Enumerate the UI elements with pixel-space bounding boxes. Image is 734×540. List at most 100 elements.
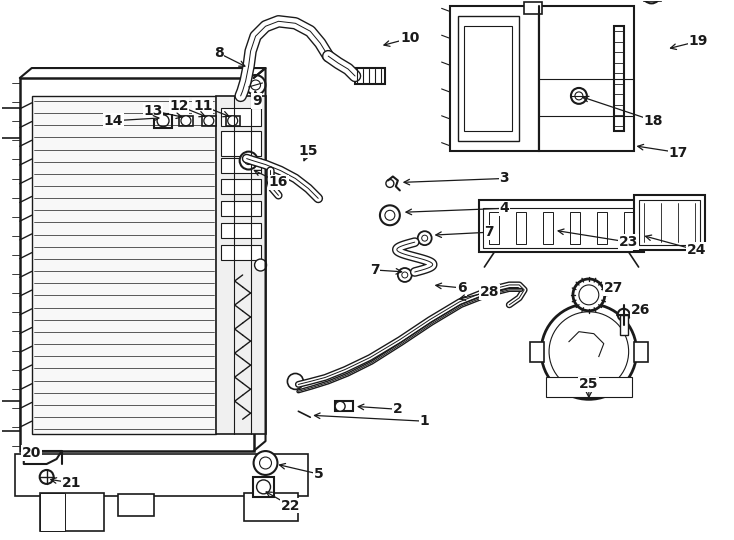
Text: 26: 26: [631, 303, 650, 317]
Text: 9: 9: [252, 94, 261, 108]
Bar: [524, 2, 542, 15]
Bar: [226, 116, 240, 126]
Bar: [484, 208, 639, 248]
Text: 24: 24: [686, 243, 706, 257]
Circle shape: [260, 457, 272, 469]
Bar: [516, 212, 526, 244]
Text: 2: 2: [393, 402, 403, 416]
Circle shape: [549, 312, 628, 392]
Circle shape: [40, 470, 54, 484]
Bar: [221, 131, 261, 156]
Circle shape: [579, 285, 599, 305]
Circle shape: [575, 92, 583, 100]
Circle shape: [401, 272, 408, 278]
Text: 11: 11: [193, 99, 213, 113]
Text: 1: 1: [420, 414, 429, 428]
Bar: [0, 108, 20, 138]
Circle shape: [642, 0, 661, 3]
Circle shape: [422, 235, 428, 241]
Text: 14: 14: [103, 114, 123, 128]
Bar: [335, 401, 353, 411]
Text: 12: 12: [170, 99, 189, 113]
Bar: [624, 212, 633, 244]
Text: 13: 13: [143, 104, 163, 118]
Circle shape: [240, 152, 258, 170]
Text: 17: 17: [669, 146, 688, 160]
Text: 7: 7: [370, 263, 379, 277]
Circle shape: [335, 401, 345, 411]
Bar: [20, 78, 253, 451]
Bar: [465, 26, 512, 131]
Circle shape: [571, 88, 587, 104]
Bar: [118, 494, 154, 516]
Bar: [221, 223, 261, 238]
Bar: [644, 0, 661, 2]
Text: 6: 6: [457, 281, 466, 295]
Bar: [597, 212, 607, 244]
Circle shape: [255, 259, 266, 271]
Bar: [457, 16, 519, 140]
Bar: [221, 158, 261, 172]
Bar: [179, 116, 193, 126]
Circle shape: [244, 157, 252, 165]
Circle shape: [385, 210, 395, 220]
Text: 3: 3: [499, 172, 509, 185]
Bar: [15, 454, 308, 496]
Circle shape: [157, 115, 169, 127]
Bar: [221, 201, 261, 217]
Bar: [530, 342, 544, 361]
Text: 8: 8: [214, 46, 224, 60]
Circle shape: [618, 309, 630, 321]
Circle shape: [573, 279, 605, 311]
Bar: [40, 493, 104, 531]
Circle shape: [246, 75, 266, 95]
Bar: [479, 200, 644, 252]
Bar: [614, 26, 624, 131]
Circle shape: [541, 304, 636, 400]
Circle shape: [250, 80, 261, 90]
Bar: [633, 195, 705, 250]
Text: 10: 10: [400, 31, 419, 45]
Bar: [154, 114, 172, 128]
Circle shape: [380, 205, 400, 225]
Text: 15: 15: [299, 144, 318, 158]
Bar: [221, 245, 261, 260]
Text: 25: 25: [579, 377, 599, 392]
Text: 28: 28: [479, 285, 499, 299]
Bar: [570, 212, 580, 244]
Text: 16: 16: [269, 176, 288, 190]
Bar: [639, 200, 700, 245]
Bar: [619, 315, 628, 335]
Bar: [355, 68, 385, 84]
Bar: [216, 96, 266, 434]
Circle shape: [228, 116, 238, 126]
Bar: [221, 179, 261, 194]
Bar: [546, 377, 632, 397]
Circle shape: [288, 374, 303, 389]
Text: 20: 20: [22, 446, 41, 460]
Text: 7: 7: [484, 225, 494, 239]
Bar: [633, 342, 647, 361]
Text: 27: 27: [604, 281, 623, 295]
Bar: [40, 493, 65, 531]
Bar: [0, 401, 20, 431]
Bar: [490, 212, 499, 244]
Text: 23: 23: [619, 235, 639, 249]
Circle shape: [204, 116, 214, 126]
Circle shape: [398, 268, 412, 282]
Bar: [252, 477, 275, 497]
Bar: [32, 96, 216, 434]
Circle shape: [181, 116, 191, 126]
Bar: [543, 212, 553, 244]
Circle shape: [386, 179, 394, 187]
Bar: [221, 108, 261, 126]
Bar: [244, 493, 298, 521]
Circle shape: [418, 231, 432, 245]
Text: 4: 4: [499, 201, 509, 215]
Bar: [202, 116, 216, 126]
Text: 22: 22: [280, 499, 300, 513]
Circle shape: [257, 480, 271, 494]
Circle shape: [253, 451, 277, 475]
Text: 21: 21: [62, 476, 81, 490]
Bar: [449, 6, 539, 151]
